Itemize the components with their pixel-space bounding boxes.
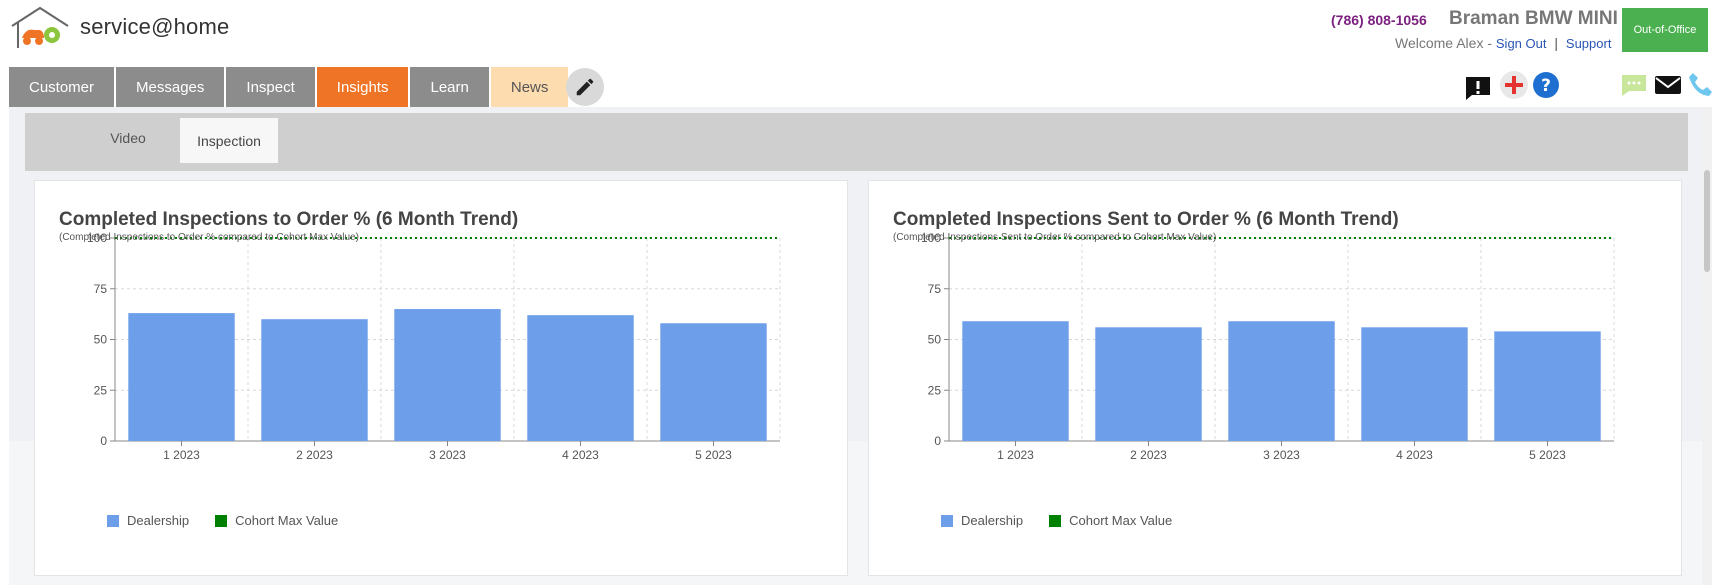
legend-label: Cohort Max Value (235, 513, 339, 528)
chart-card-sent-to-order: 0 25 50 75 100 1 2023 2 2023 3 2023 4 2023 5 2023… (868, 180, 1682, 576)
bar-chart: 0 25 50 75 100 1 2023 2 2023 3 2023 4 2023 5 2023 (87, 231, 781, 462)
edit-button[interactable] (566, 68, 604, 106)
scrollbar-thumb[interactable] (1704, 170, 1710, 272)
pencil-icon (576, 78, 594, 96)
tab-learn[interactable]: Learn (410, 67, 489, 107)
header-action-icons: ? (1463, 70, 1713, 104)
chart-legend: Dealership Cohort Max Value (941, 513, 1198, 528)
support-link[interactable]: Support (1565, 36, 1612, 51)
x-tick-label: 2 2023 (1130, 448, 1167, 462)
welcome-text: Welcome Alex - (1395, 35, 1492, 51)
y-tick-label: 50 (928, 333, 942, 347)
subtab-inspection[interactable]: Inspection (180, 118, 278, 163)
bar-dealership (1361, 327, 1468, 441)
x-tick-label: 3 2023 (429, 448, 466, 462)
x-tick-label: 4 2023 (562, 448, 599, 462)
legend-cohort[interactable]: Cohort Max Value (1049, 513, 1172, 528)
chart-subtitle: (Completed Inspections Sent to Order % c… (893, 232, 1217, 243)
legend-swatch-cohort (1049, 514, 1062, 527)
subtab-video[interactable]: Video (110, 130, 146, 146)
house-logo-icon[interactable] (8, 4, 72, 52)
brand-name: service@home (80, 14, 230, 39)
x-tick-label: 5 2023 (1529, 448, 1566, 462)
x-tick-label: 1 2023 (997, 448, 1034, 462)
chart-title: Completed Inspections Sent to Order % (6… (893, 209, 1399, 230)
main-nav: Customer Messages Inspect Insights Learn… (9, 67, 570, 107)
x-tick-label: 1 2023 (163, 448, 200, 462)
y-tick-label: 25 (94, 383, 108, 397)
bar-dealership (394, 309, 501, 441)
y-tick-label: 0 (934, 434, 941, 448)
tab-news[interactable]: News (490, 67, 569, 107)
y-tick-label: 100 (921, 231, 941, 245)
tab-inspect[interactable]: Inspect (226, 67, 315, 107)
phone-icon[interactable] (1685, 70, 1715, 100)
insights-subtabs: Video Inspection (25, 113, 1688, 171)
welcome-row: Welcome Alex - Sign Out | Support (1395, 35, 1611, 51)
link-separator: | (1554, 35, 1559, 51)
help-icon[interactable]: ? (1531, 70, 1561, 100)
bar-dealership (527, 315, 634, 441)
legend-dealership[interactable]: Dealership (107, 513, 189, 528)
scrollbar-track[interactable] (1702, 107, 1712, 585)
y-tick-label: 25 (928, 383, 942, 397)
legend-swatch-cohort (215, 514, 228, 527)
bar-dealership (261, 319, 368, 441)
y-tick-label: 75 (94, 282, 108, 296)
chat-icon[interactable] (1619, 70, 1649, 100)
legend-swatch-dealership (941, 514, 953, 527)
x-tick-label: 5 2023 (695, 448, 732, 462)
alert-message-icon[interactable] (1463, 73, 1493, 103)
out-of-office-button[interactable]: Out-of-Office (1622, 8, 1708, 52)
bar-chart: 0 25 50 75 100 1 2023 2 2023 3 2023 4 2023 5 2023 (921, 231, 1615, 462)
mail-icon[interactable] (1653, 70, 1683, 100)
x-tick-label: 3 2023 (1263, 448, 1300, 462)
chart-title: Completed Inspections to Order % (6 Mont… (59, 209, 519, 230)
tab-customer[interactable]: Customer (9, 67, 115, 107)
chart-legend: Dealership Cohort Max Value (107, 513, 364, 528)
bar-dealership (660, 323, 767, 441)
bar-dealership (962, 321, 1069, 441)
dealer-name: Braman BMW MINI (1449, 8, 1618, 29)
x-tick-label: 2 2023 (296, 448, 333, 462)
bar-dealership (1095, 327, 1202, 441)
chart-subtitle: (Completed Inspections to Order % compar… (59, 232, 359, 243)
dealer-phone[interactable]: (786) 808-1056 (1331, 12, 1427, 28)
legend-label: Cohort Max Value (1069, 513, 1173, 528)
y-tick-label: 0 (100, 434, 107, 448)
add-icon[interactable] (1499, 70, 1529, 100)
bar-dealership (1494, 331, 1601, 441)
chart-card-completed-to-order: 0 25 50 75 100 1 2023 2 2023 3 2023 4 2023 5 2023… (34, 180, 848, 576)
tab-messages[interactable]: Messages (116, 67, 225, 107)
x-tick-label: 4 2023 (1396, 448, 1433, 462)
y-tick-label: 50 (94, 333, 108, 347)
legend-swatch-dealership (107, 514, 119, 527)
bar-dealership (1228, 321, 1335, 441)
svg-text:?: ? (1541, 76, 1551, 96)
app-header: service@home (786) 808-1056 Braman BMW M… (0, 0, 1715, 62)
legend-dealership[interactable]: Dealership (941, 513, 1023, 528)
y-tick-label: 100 (87, 231, 107, 245)
legend-label: Dealership (127, 513, 190, 528)
bar-dealership (128, 313, 235, 441)
legend-label: Dealership (961, 513, 1024, 528)
tab-insights[interactable]: Insights (316, 67, 409, 107)
sign-out-link[interactable]: Sign Out (1495, 36, 1547, 51)
y-tick-label: 75 (928, 282, 942, 296)
legend-cohort[interactable]: Cohort Max Value (215, 513, 338, 528)
